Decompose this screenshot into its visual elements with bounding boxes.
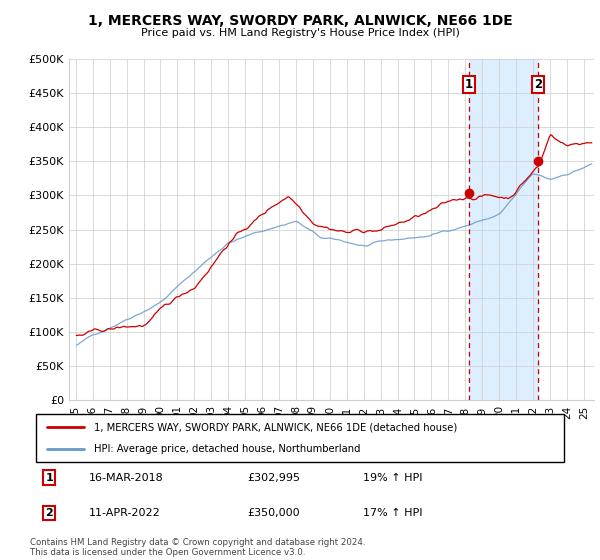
Text: 1, MERCERS WAY, SWORDY PARK, ALNWICK, NE66 1DE (detached house): 1, MERCERS WAY, SWORDY PARK, ALNWICK, NE…: [94, 422, 457, 432]
Text: 1: 1: [46, 473, 53, 483]
Text: 17% ↑ HPI: 17% ↑ HPI: [364, 508, 423, 518]
Text: HPI: Average price, detached house, Northumberland: HPI: Average price, detached house, Nort…: [94, 444, 361, 454]
Text: 19% ↑ HPI: 19% ↑ HPI: [364, 473, 423, 483]
Text: £350,000: £350,000: [247, 508, 300, 518]
Text: 11-APR-2022: 11-APR-2022: [89, 508, 161, 518]
Text: Contains HM Land Registry data © Crown copyright and database right 2024.
This d: Contains HM Land Registry data © Crown c…: [30, 538, 365, 557]
Text: £302,995: £302,995: [247, 473, 300, 483]
Text: 2: 2: [534, 78, 542, 91]
Text: 1: 1: [465, 78, 473, 91]
Text: 1, MERCERS WAY, SWORDY PARK, ALNWICK, NE66 1DE: 1, MERCERS WAY, SWORDY PARK, ALNWICK, NE…: [88, 14, 512, 28]
Text: Price paid vs. HM Land Registry's House Price Index (HPI): Price paid vs. HM Land Registry's House …: [140, 28, 460, 38]
Text: 16-MAR-2018: 16-MAR-2018: [89, 473, 164, 483]
Bar: [469, 59, 538, 400]
Text: 2: 2: [46, 508, 53, 518]
